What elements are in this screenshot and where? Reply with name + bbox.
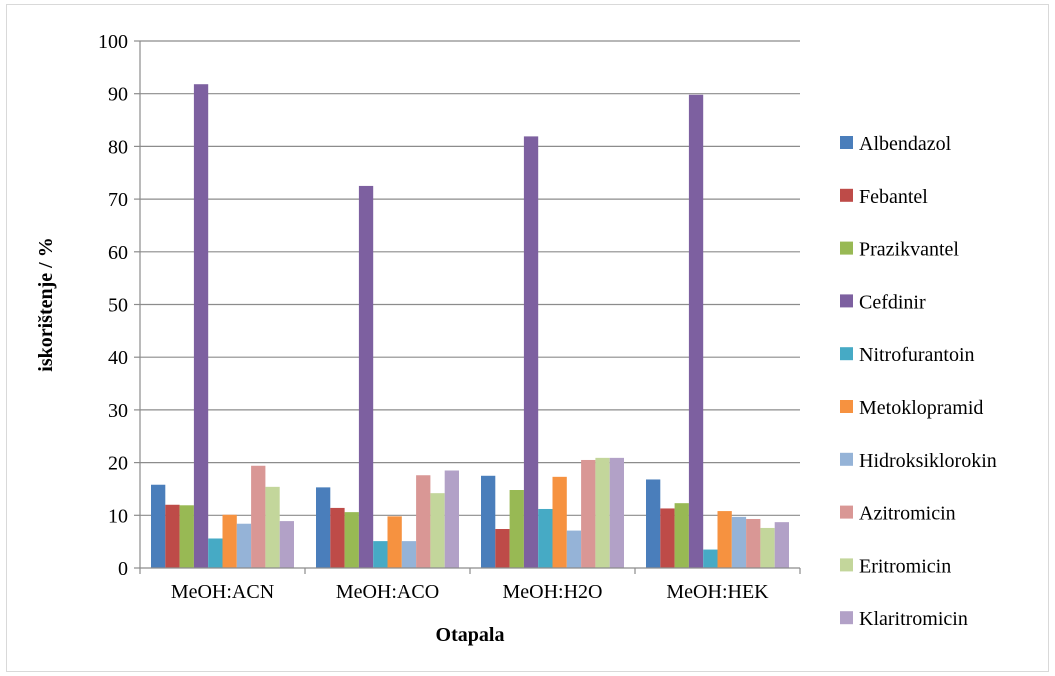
legend-swatch [840, 452, 853, 466]
y-tick-label: 100 [98, 31, 128, 53]
bar-eritromicin-3 [760, 527, 775, 568]
y-tick-label: 70 [108, 189, 128, 211]
legend[interactable]: Albendazol Febantel Prazikvantel Cefdinir Ni… [840, 133, 997, 630]
bar-febantel-3 [660, 508, 675, 568]
y-tick-label: 50 [108, 295, 128, 317]
bar-prazikvantel-3 [674, 503, 689, 568]
x-tick-label: MeOH:ACO [336, 581, 439, 603]
bar-hidroksiklorokin-1 [401, 541, 417, 568]
bar-febantel-0 [165, 504, 180, 568]
y-tick-label: 80 [108, 136, 128, 158]
x-axis-title: Otapala [436, 624, 505, 646]
bar-febantel-2 [495, 529, 510, 568]
legend-swatch [840, 558, 853, 572]
x-tick-label: MeOH:H2O [503, 581, 603, 603]
bar-hidroksiklorokin-3 [731, 516, 747, 568]
legend-label: Metoklopramid [859, 397, 983, 419]
legend-label: Eritromicin [859, 555, 951, 577]
legend-swatch [840, 294, 853, 308]
bar-cefdinir-0 [193, 84, 209, 569]
bar-eritromicin-0 [265, 486, 280, 568]
y-tick-label: 10 [108, 505, 128, 527]
legend-label: Albendazol [859, 133, 952, 155]
legend-label: Prazikvantel [859, 239, 959, 261]
axes: 0 10 20 30 40 50 60 70 80 90 100 MeOH:ACN MeOH:ACO Me… [98, 31, 801, 603]
bar-cefdinir-3 [688, 94, 704, 568]
bar-albendazol-1 [316, 487, 331, 568]
bar-hidroksiklorokin-2 [566, 530, 582, 568]
bar-prazikvantel-2 [509, 490, 524, 568]
legend-swatch [840, 347, 853, 361]
bar-nitrofurantoin-3 [703, 549, 718, 568]
y-tick-label: 20 [108, 453, 128, 475]
y-tick-label: 30 [108, 400, 128, 422]
legend-swatch [840, 400, 853, 413]
legend-label: Hidroksiklorokin [859, 450, 997, 472]
bar-klaritromicin-1 [444, 470, 459, 568]
bar-klaritromicin-2 [609, 457, 624, 568]
bar-azitromicin-1 [416, 475, 431, 568]
bar-metoklopramid-1 [387, 516, 402, 568]
bar-eritromicin-2 [595, 457, 610, 568]
bar-metoklopramid-2 [552, 476, 567, 568]
bar-albendazol-3 [646, 479, 661, 568]
bar-metoklopramid-3 [717, 511, 732, 568]
legend-label: Azitromicin [859, 503, 956, 525]
y-tick-label: 0 [118, 558, 128, 580]
bar-nitrofurantoin-2 [538, 508, 553, 568]
bar-klaritromicin-3 [774, 522, 789, 568]
legend-label: Febantel [859, 186, 928, 208]
bar-hidroksiklorokin-0 [236, 523, 252, 568]
bar-nitrofurantoin-0 [208, 538, 223, 568]
bar-azitromicin-0 [251, 465, 266, 568]
legend-label: Klaritromicin [859, 608, 968, 630]
x-tick-label: MeOH:HEK [666, 581, 769, 603]
y-axis-title: iskorištenje / % [35, 237, 57, 371]
bar-prazikvantel-0 [179, 505, 194, 568]
bar-febantel-1 [330, 507, 345, 568]
bar-albendazol-0 [151, 484, 166, 568]
bar-cefdinir-2 [523, 136, 539, 568]
bar-azitromicin-2 [581, 459, 596, 568]
bar-cefdinir-1 [358, 185, 374, 569]
x-tick-label: MeOH:ACN [171, 581, 274, 603]
legend-label: Nitrofurantoin [859, 344, 975, 366]
bar-klaritromicin-0 [279, 521, 294, 568]
bar-eritromicin-1 [430, 493, 445, 568]
legend-swatch [840, 136, 853, 149]
y-tick-label: 90 [108, 84, 128, 106]
bar-azitromicin-3 [746, 518, 761, 568]
legend-swatch [840, 241, 853, 255]
bar-metoklopramid-0 [222, 514, 237, 568]
legend-swatch [840, 505, 853, 519]
bars [151, 84, 789, 569]
bar-prazikvantel-1 [344, 512, 359, 568]
legend-swatch [840, 611, 853, 625]
y-tick-label: 40 [108, 347, 128, 369]
y-tick-label: 60 [108, 242, 128, 264]
bar-nitrofurantoin-1 [373, 541, 388, 568]
bar-albendazol-2 [481, 475, 496, 568]
legend-label: Cefdinir [859, 291, 926, 313]
legend-swatch [840, 188, 853, 202]
